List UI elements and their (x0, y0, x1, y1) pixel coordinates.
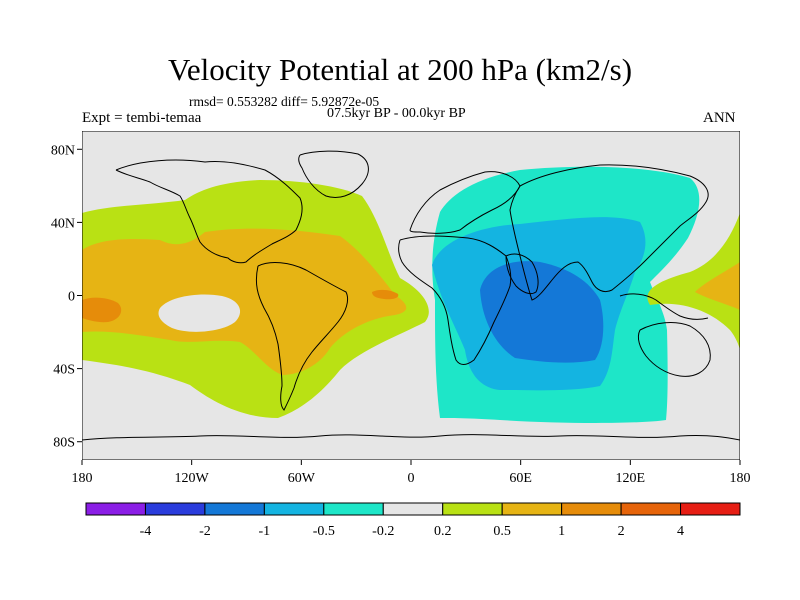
coastlines (82, 150, 740, 441)
colorbar-label: 1 (558, 524, 565, 539)
contour-fill-neutral-hole (158, 294, 241, 332)
colorbar-swatch (382, 502, 444, 516)
contour-fill-positive-mid (82, 228, 407, 375)
lat-tick-label: 40S (53, 363, 75, 378)
plot-title: Velocity Potential at 200 hPa (km2/s) (167, 52, 633, 87)
colorbar-label: -4 (140, 524, 152, 539)
lat-tick-label: 40N (51, 216, 75, 231)
colorbar: -4 -2 -1 -0.5 -0.2 0.2 0.5 1 2 4 (85, 502, 741, 539)
colorbar-label: -0.5 (313, 524, 335, 539)
experiment-label: Expt = tembi-temaa (82, 110, 202, 126)
colorbar-label: -2 (199, 524, 211, 539)
colorbar-label: 4 (677, 524, 684, 539)
colorbar-label: -0.2 (372, 524, 394, 539)
arabia-india-coastline (505, 253, 539, 295)
south-america-coastline (255, 262, 349, 411)
period-label: 07.5kyr BP - 00.0kyr BP (327, 106, 466, 121)
colorbar-swatch (442, 502, 503, 516)
lat-tick-label: 80N (51, 143, 75, 158)
asia-coastline (509, 164, 709, 301)
contour-fill-positive-core-atlantic (372, 289, 399, 300)
contour-fill-negative-core (480, 261, 604, 363)
colorbar-swatch (501, 502, 563, 516)
lat-tick-label: 80S (53, 436, 75, 451)
lon-tick-label: 60W (288, 471, 316, 486)
contour-fill-east-edge-positive (647, 213, 740, 350)
lon-tick-label: 180 (72, 471, 93, 486)
colorbar-swatch (204, 502, 265, 516)
colorbar-label: -1 (259, 524, 271, 539)
rmsd-diff-stats: rmsd= 0.553282 diff= 5.92872e-05 (189, 94, 380, 109)
colorbar-swatch (144, 502, 206, 516)
lon-tick-label: 120E (616, 471, 646, 486)
colorbar-swatch (85, 502, 146, 516)
contour-fill-east-edge-positive-mid (695, 262, 740, 310)
colorbar-swatch (323, 502, 384, 516)
maritime-continent-coastline (619, 293, 709, 320)
contour-fill-positive-core-pacific (82, 297, 122, 323)
africa-coastline (398, 235, 512, 365)
colorbar-label: 0.5 (493, 524, 511, 539)
antarctica-coastline (82, 434, 740, 441)
longitude-axis: 180 120W 60W 0 60E 120E 180 (72, 460, 751, 486)
lat-tick-label: 0 (68, 290, 75, 305)
colorbar-swatch (680, 502, 741, 516)
colorbar-swatch (263, 502, 325, 516)
australia-coastline (637, 322, 711, 377)
europe-coastline (409, 171, 521, 234)
latitude-axis: 80N 40N 0 40S 80S (51, 143, 82, 451)
map-plot-area (82, 131, 740, 460)
north-america-coastline (115, 159, 303, 264)
lon-tick-label: 180 (730, 471, 751, 486)
lon-tick-label: 120W (175, 471, 210, 486)
lon-tick-label: 0 (408, 471, 415, 486)
colorbar-swatch (561, 502, 622, 516)
greenland-coastline (298, 150, 369, 198)
colorbar-label: 0.2 (434, 524, 452, 539)
lon-tick-label: 60E (509, 471, 532, 486)
colorbar-label: 2 (618, 524, 625, 539)
season-label: ANN (703, 110, 736, 126)
colorbar-swatch (620, 502, 682, 516)
